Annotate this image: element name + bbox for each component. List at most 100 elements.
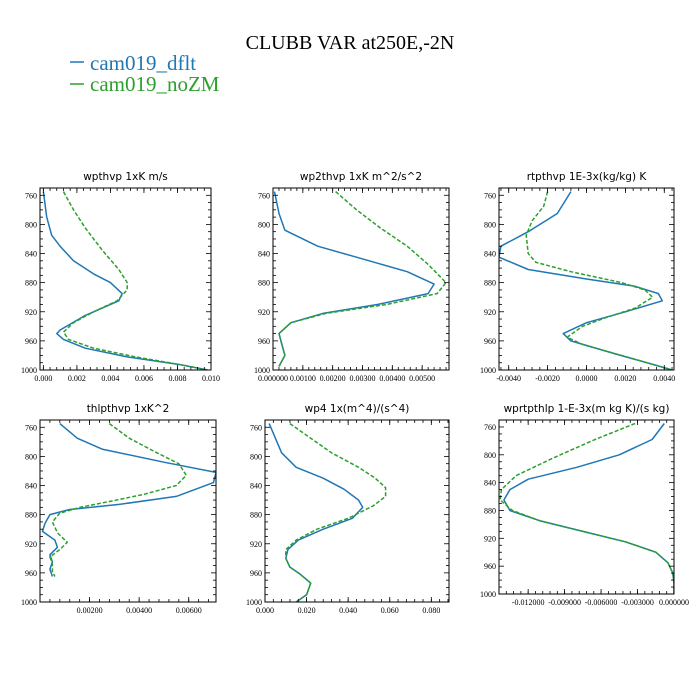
y-tick-label: 920 xyxy=(25,308,37,317)
y-tick-label: 920 xyxy=(258,308,270,317)
figure-title: CLUBB VAR at250E,-2N xyxy=(246,32,455,54)
panel-title: thlpthvp 1xK^2 xyxy=(87,403,170,415)
x-tick-label: -0.009000 xyxy=(548,598,581,607)
y-tick-label: 840 xyxy=(258,250,270,259)
panel-frame xyxy=(39,187,212,371)
y-tick-label: 800 xyxy=(25,452,37,461)
panel-6: wprtpthlp 1-E-3x(m kg K)/(s kg) 760 800 840… xyxy=(480,403,689,607)
x-tick-label: -0.0020 xyxy=(535,374,560,383)
y-tick-label: 960 xyxy=(484,562,496,571)
y-tick-label: 920 xyxy=(250,540,262,549)
x-tick-label: 0.00500 xyxy=(409,374,435,383)
y-tick-label: 840 xyxy=(484,479,496,488)
x-tick-label: 0.006 xyxy=(135,374,153,383)
panel-3: rtpthvp 1E-3x(kg/kg) K 760 800 840 880 920 960… xyxy=(480,171,675,383)
x-tick-label: 0.000 xyxy=(256,606,274,615)
series-line-dflt xyxy=(268,423,364,602)
y-tick-label: 880 xyxy=(25,279,37,288)
y-tick-label: 760 xyxy=(484,423,496,432)
x-tick-label: 0.000000 xyxy=(659,598,689,607)
x-tick-label: 0.00100 xyxy=(290,374,316,383)
panel-title: wprtpthlp 1-E-3x(m kg K)/(s kg) xyxy=(504,403,670,415)
x-tick-label: 0.080 xyxy=(422,606,440,615)
series-line-dflt xyxy=(499,191,673,370)
panel-5: wp4 1x(m^4)/(s^4)76080084088092096010000… xyxy=(246,403,450,615)
panel-frame xyxy=(498,419,675,595)
y-tick-label: 960 xyxy=(25,337,37,346)
y-tick-label: 840 xyxy=(25,482,37,491)
y-tick-label: 880 xyxy=(250,511,262,520)
series-line-dflt xyxy=(42,191,208,370)
y-tick-label: 1000 xyxy=(480,590,496,599)
panel-frame xyxy=(39,419,217,603)
panel-frame xyxy=(272,187,450,371)
y-tick-label: 760 xyxy=(25,191,37,200)
x-tick-label: 0.0040 xyxy=(653,374,675,383)
x-tick-label: 0.020 xyxy=(298,606,316,615)
series-line-nozm xyxy=(49,422,188,577)
panel-frame xyxy=(264,419,450,603)
legend: cam019_dflt cam019_noZM xyxy=(70,51,220,96)
panel-title: wp2thvp 1xK m^2/s^2 xyxy=(300,171,422,183)
x-tick-label: 0.010 xyxy=(202,374,220,383)
x-tick-label: 0.008 xyxy=(168,374,186,383)
x-tick-label: 0.00400 xyxy=(126,606,152,615)
y-tick-label: 1000 xyxy=(246,598,262,607)
y-tick-label: 800 xyxy=(25,220,37,229)
y-tick-label: 880 xyxy=(25,511,37,520)
series-line-nozm xyxy=(499,422,674,594)
y-tick-label: 1000 xyxy=(254,366,270,375)
legend-item-dflt: cam019_dflt xyxy=(70,51,196,75)
x-tick-label: 0.000 xyxy=(34,374,52,383)
series-line-dflt xyxy=(41,423,216,577)
y-tick-label: 840 xyxy=(25,250,37,259)
y-tick-label: 760 xyxy=(484,191,496,200)
x-tick-label: 0.060 xyxy=(381,606,399,615)
y-tick-label: 800 xyxy=(258,220,270,229)
y-tick-label: 800 xyxy=(250,452,262,461)
series-line-dflt xyxy=(503,423,674,594)
panel-title: wpthvp 1xK m/s xyxy=(83,171,168,183)
x-tick-label: 0.002 xyxy=(68,374,86,383)
series-line-nozm xyxy=(285,422,387,602)
panel-1: wpthvp 1xK m/s76080084088092096010000.00… xyxy=(21,171,220,383)
y-tick-label: 840 xyxy=(484,250,496,259)
y-tick-label: 920 xyxy=(25,540,37,549)
x-tick-label: 0.000000 xyxy=(258,374,288,383)
y-tick-label: 960 xyxy=(484,337,496,346)
x-tick-label: 0.00600 xyxy=(176,606,202,615)
x-tick-label: 0.00200 xyxy=(77,606,103,615)
x-tick-label: 0.00200 xyxy=(320,374,346,383)
x-tick-label: 0.040 xyxy=(339,606,357,615)
legend-label-nozm: cam019_noZM xyxy=(90,72,220,96)
y-tick-label: 880 xyxy=(258,279,270,288)
y-tick-label: 960 xyxy=(25,569,37,578)
y-tick-label: 760 xyxy=(250,423,262,432)
x-tick-label: 0.0020 xyxy=(614,374,636,383)
x-tick-label: 0.004 xyxy=(101,374,119,383)
y-tick-label: 1000 xyxy=(21,366,37,375)
legend-item-nozm: cam019_noZM xyxy=(70,72,220,96)
x-tick-label: -0.012000 xyxy=(512,598,545,607)
y-tick-label: 1000 xyxy=(480,366,496,375)
panel-2: wp2thvp 1xK m^2/s^2 760 800 840 880 920 960 100… xyxy=(254,171,450,383)
panel-4: thlpthvp 1xK^2 760 800 840 880 920 960 1000 0.00… xyxy=(21,403,217,615)
x-tick-label: 0.00400 xyxy=(379,374,405,383)
panel-title: wp4 1x(m^4)/(s^4) xyxy=(305,403,410,415)
x-tick-label: 0.0000 xyxy=(576,374,598,383)
y-tick-label: 800 xyxy=(484,220,496,229)
y-tick-label: 880 xyxy=(484,506,496,515)
panel-title: rtpthvp 1E-3x(kg/kg) K xyxy=(527,171,648,183)
y-tick-label: 920 xyxy=(484,308,496,317)
x-tick-label: -0.006000 xyxy=(585,598,618,607)
y-tick-label: 880 xyxy=(484,279,496,288)
panels-container: wpthvp 1xK m/s76080084088092096010000.00… xyxy=(21,171,689,615)
legend-label-dflt: cam019_dflt xyxy=(90,51,196,75)
y-tick-label: 920 xyxy=(484,534,496,543)
y-tick-label: 760 xyxy=(258,191,270,200)
x-tick-label: -0.003000 xyxy=(621,598,654,607)
x-tick-label: 0.00300 xyxy=(349,374,375,383)
y-tick-label: 760 xyxy=(25,423,37,432)
y-tick-label: 960 xyxy=(250,569,262,578)
